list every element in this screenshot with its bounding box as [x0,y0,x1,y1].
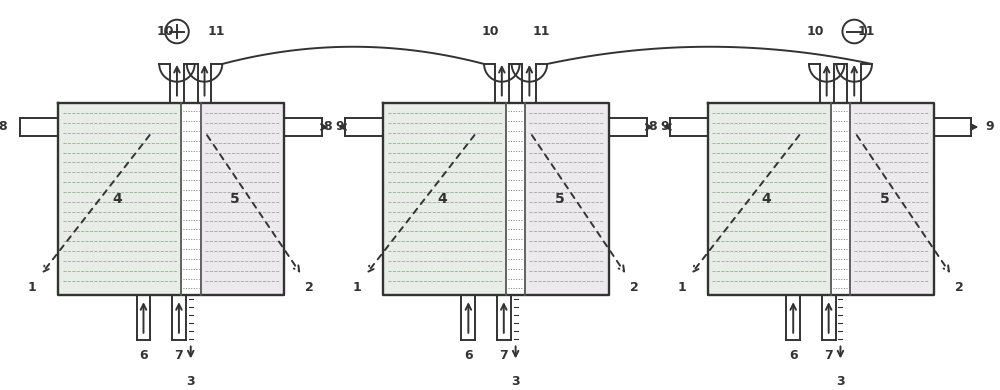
Text: 3: 3 [836,375,845,388]
Text: 6: 6 [789,349,798,362]
Text: 8: 8 [0,121,7,133]
Text: 4: 4 [437,192,447,206]
Text: 2: 2 [305,281,314,294]
Text: 1: 1 [353,281,361,294]
Text: 6: 6 [139,349,148,362]
Text: 5: 5 [230,192,240,206]
Text: 8: 8 [323,121,332,133]
Text: 9: 9 [660,121,669,133]
Text: 6: 6 [464,349,473,362]
Text: 7: 7 [824,349,833,362]
Text: 10: 10 [481,25,499,38]
Text: 9: 9 [335,121,344,133]
Text: 8: 8 [648,121,656,133]
Text: 3: 3 [186,375,195,388]
Text: 2: 2 [630,281,639,294]
Text: 11: 11 [532,25,550,38]
Text: 9: 9 [985,121,994,133]
Text: 5: 5 [555,192,565,206]
Text: 7: 7 [175,349,183,362]
Text: 2: 2 [955,281,964,294]
Text: 5: 5 [880,192,890,206]
Text: 10: 10 [806,25,824,38]
Text: 4: 4 [762,192,772,206]
Text: 10: 10 [157,25,174,38]
Text: 7: 7 [499,349,508,362]
Text: 1: 1 [28,281,37,294]
Text: 4: 4 [112,192,122,206]
Text: 1: 1 [678,281,686,294]
Text: 11: 11 [207,25,225,38]
Text: 3: 3 [511,375,520,388]
Text: 11: 11 [857,25,875,38]
